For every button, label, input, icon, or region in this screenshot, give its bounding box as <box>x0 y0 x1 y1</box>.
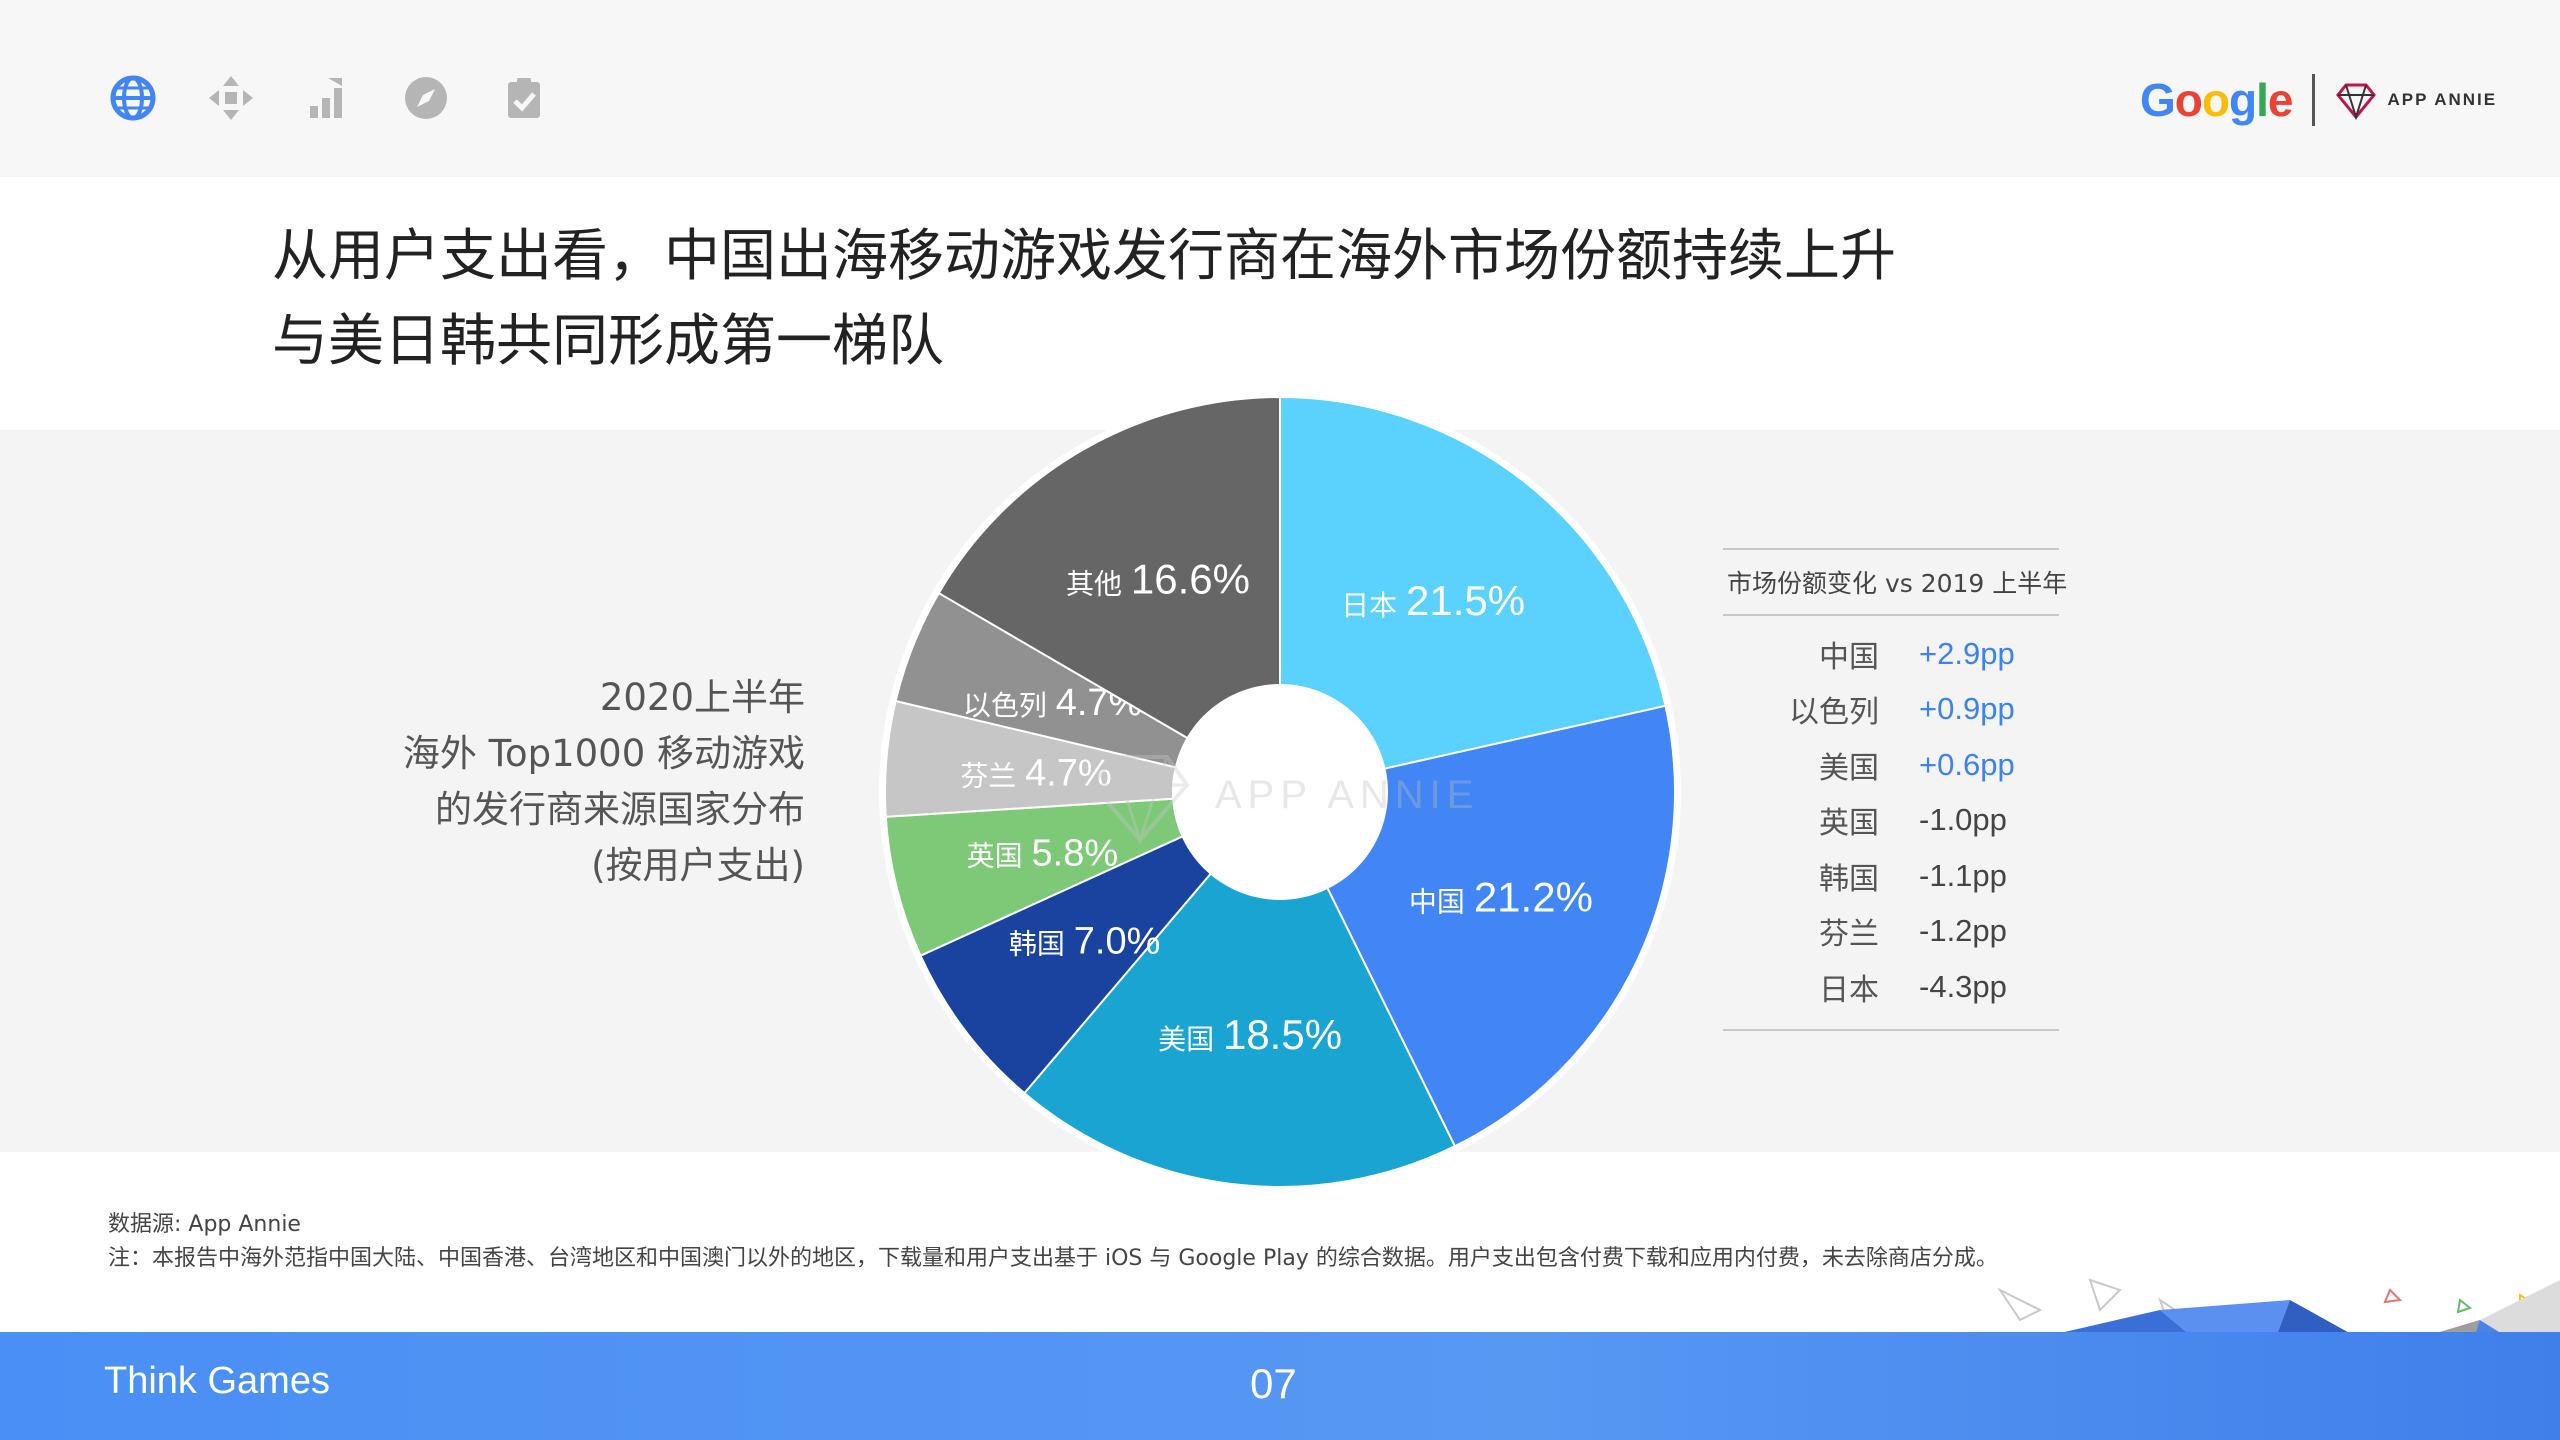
slice-label: 其他 16.6% <box>1066 556 1250 603</box>
app-annie-wordmark: APP ANNIE <box>2387 90 2498 109</box>
bar-chart-icon-graphic <box>310 78 342 118</box>
table-change-value: -1.0pp <box>1919 802 2007 838</box>
donut-hole <box>1172 684 1388 900</box>
table-country: 英国 <box>1819 806 1879 842</box>
globe-icon[interactable] <box>107 72 159 124</box>
table-change-value: +2.9pp <box>1919 635 2015 671</box>
share-change-table: 市场份额变化 vs 2019 上半年 中国 +2.9pp 以色列 +0.9pp 美国 +0… <box>1723 548 2067 1031</box>
table-change-value: -4.3pp <box>1919 968 2007 1004</box>
globe-icon-graphic <box>110 75 156 121</box>
table-country: 中国 <box>1819 639 1879 675</box>
pie-slice[interactable] <box>1023 790 1457 1188</box>
move-arrows-icon-graphic <box>209 76 253 120</box>
table-country: 美国 <box>1819 750 1879 786</box>
slice-percent: 5.8% <box>1032 832 1119 874</box>
slice-label: 英国 5.8% <box>967 832 1119 874</box>
chart-description-line-3: 的发行商来源国家分布 <box>435 788 805 831</box>
chart-description-line-1: 2020上半年 <box>599 676 805 719</box>
slice-percent: 7.0% <box>1074 921 1161 963</box>
google-logo: Google <box>2140 74 2293 126</box>
brand-logos: Google APP ANNIE <box>2140 60 2497 140</box>
bar-chart-icon[interactable] <box>302 72 354 124</box>
compass-icon-graphic <box>405 77 447 119</box>
chart-description-line-4: (按用户支出) <box>591 844 805 887</box>
slice-label: 韩国 7.0% <box>1009 921 1161 963</box>
slice-country: 美国 <box>1158 1023 1223 1056</box>
title-line-2: 与美日韩共同形成第一梯队 <box>272 309 944 374</box>
slice-label: 中国 21.2% <box>1409 874 1593 921</box>
table-row: 英国 -1.0pp <box>1723 793 2059 849</box>
slice-country: 以色列 <box>963 689 1056 722</box>
table-row: 韩国 -1.1pp <box>1723 848 2059 904</box>
table-country: 韩国 <box>1819 861 1879 897</box>
pie-slice[interactable] <box>919 791 1281 1095</box>
diamond-icon <box>2336 83 2377 121</box>
slice-percent: 18.5% <box>1223 1011 1342 1058</box>
table-row: 芬兰 -1.2pp <box>1723 904 2059 960</box>
pie-slice[interactable] <box>937 395 1281 794</box>
table-change-value: +0.6pp <box>1919 746 2015 782</box>
page-title: 从用户支出看，中国出海移动游戏发行商在海外市场份额持续上升 与美日韩共同形成第一… <box>272 214 2072 384</box>
slice-country: 中国 <box>1409 886 1474 919</box>
source-note: 数据源: App Annie 注：本报告中海外范指中国大陆、中国香港、台湾地区和… <box>108 1208 1998 1276</box>
table-change-value: -1.2pp <box>1919 913 2007 949</box>
slice-country: 日本 <box>1341 589 1406 622</box>
slice-percent: 21.2% <box>1474 874 1593 921</box>
table-country: 芬兰 <box>1819 917 1879 953</box>
table-row: 日本 -4.3pp <box>1723 959 2059 1015</box>
slice-label: 美国 18.5% <box>1158 1011 1342 1058</box>
slice-percent: 21.5% <box>1406 577 1525 624</box>
table-change-value: -1.1pp <box>1919 857 2007 893</box>
slice-label: 日本 21.5% <box>1341 577 1525 624</box>
footnote-line: 注：本报告中海外范指中国大陆、中国香港、台湾地区和中国澳门以外的地区，下载量和用… <box>108 1246 1998 1271</box>
pie-slice[interactable] <box>1279 395 1667 794</box>
footer-brand: Think Games <box>104 1360 330 1402</box>
slice-country: 英国 <box>967 839 1032 872</box>
table-country: 以色列 <box>1789 695 1879 731</box>
app-annie-watermark: APP ANNIE <box>1085 755 1605 845</box>
table-row: 以色列 +0.9pp <box>1723 682 2059 738</box>
clipboard-check-icon-graphic <box>508 78 540 118</box>
brand-divider <box>2312 74 2316 126</box>
watermark-text: APP ANNIE <box>1215 772 1480 817</box>
compass-icon[interactable] <box>400 72 452 124</box>
slice-label: 芬兰 4.7% <box>960 752 1112 794</box>
slice-country: 其他 <box>1066 568 1131 601</box>
share-change-table-header: 市场份额变化 vs 2019 上半年 <box>1723 550 2067 616</box>
share-change-table-body: 中国 +2.9pp 以色列 +0.9pp 美国 +0.6pp 英国 -1.0pp 韩国 -1.1p… <box>1723 616 2059 1029</box>
title-line-1: 从用户支出看，中国出海移动游戏发行商在海外市场份额持续上升 <box>272 224 1896 289</box>
slice-country: 芬兰 <box>960 759 1025 792</box>
chart-description-line-2: 海外 Top1000 移动游戏 <box>402 732 805 775</box>
top-nav-bar: Google APP ANNIE <box>0 0 2560 177</box>
table-change-value: +0.9pp <box>1919 691 2015 727</box>
table-country: 日本 <box>1819 972 1879 1008</box>
slice-percent: 4.7% <box>1025 752 1112 794</box>
slice-percent: 16.6% <box>1131 556 1250 603</box>
chart-description: 2020上半年 海外 Top1000 移动游戏 的发行商来源国家分布 (按用户支… <box>300 670 805 894</box>
clipboard-check-icon[interactable] <box>498 72 550 124</box>
footer-bar: Think Games 07 <box>0 1332 2560 1440</box>
move-arrows-icon[interactable] <box>205 72 257 124</box>
source-line: 数据源: App Annie <box>108 1212 301 1237</box>
slice-country: 韩国 <box>1009 928 1074 961</box>
table-row: 中国 +2.9pp <box>1723 626 2059 682</box>
app-annie-logo: APP ANNIE <box>2335 79 2497 121</box>
table-row: 美国 +0.6pp <box>1723 737 2059 793</box>
watermark-diamond-icon <box>1090 755 1190 845</box>
page-number: 07 <box>1250 1360 1297 1407</box>
